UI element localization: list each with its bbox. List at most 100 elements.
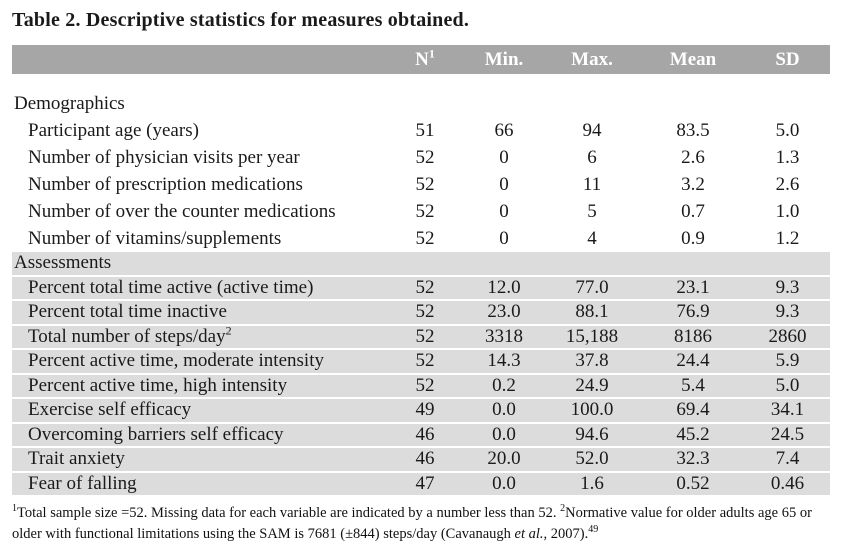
table-header-row: N1 Min. Max. Mean SD <box>12 45 830 74</box>
table-body: Demographics Participant age (years) 51 66 9… <box>12 90 830 497</box>
table-row: Participant age (years) 51 66 94 83.5 5.0 <box>12 117 830 144</box>
value-cell-sd: 34.1 <box>770 399 805 421</box>
table-row: Overcoming barriers self efficacy 46 0.0 94… <box>12 423 830 448</box>
value-cell-min: 0.2 <box>492 374 516 396</box>
value-cell-max: 24.9 <box>575 374 609 396</box>
cell-text: Overcoming barriers self efficacy <box>28 423 284 445</box>
cell-text: Mean <box>669 48 717 70</box>
superscript: 1 <box>428 46 435 61</box>
value-cell-max: 37.8 <box>575 350 609 372</box>
value-cell-n: 46 <box>415 423 435 445</box>
value-cell-n: 52 <box>415 146 435 168</box>
table-row: Exercise self efficacy 49 0.0 100.0 69.4 34.1 <box>12 399 830 424</box>
value-cell-sd: 9.3 <box>775 301 800 323</box>
value-cell-n: 47 <box>415 472 435 494</box>
value-cell-mean: 23.1 <box>676 276 710 298</box>
section-header-row: Demographics <box>12 90 830 117</box>
footnote-marker: 1 <box>12 503 17 515</box>
value-cell-n: 52 <box>415 276 435 298</box>
cell-text: Assessments <box>14 252 112 274</box>
section-header-row: Assessments <box>12 252 830 277</box>
row-label: Participant age (years) <box>12 120 385 142</box>
value-cell-min: 14.3 <box>487 350 521 372</box>
value-cell-n: 52 <box>415 374 435 396</box>
value-cell-max: 52.0 <box>575 448 609 470</box>
cell-text: Number of physician visits per year <box>28 146 300 168</box>
row-label: Percent total time inactive <box>12 301 385 323</box>
row-label: Total number of steps/day2 <box>12 324 385 348</box>
value-cell-sd: 2860 <box>768 325 807 347</box>
value-cell-n: 52 <box>415 200 435 222</box>
value-cell-min: 0 <box>499 173 509 195</box>
value-cell-n: 51 <box>415 119 435 141</box>
value-cell-sd: 24.5 <box>770 423 805 445</box>
table-footnote: 1Total sample size =52. Missing data for… <box>12 503 830 545</box>
column-header-n: N1 <box>385 46 465 71</box>
cell-text: Number of prescription medications <box>28 173 303 195</box>
row-label: Percent active time, moderate intensity <box>12 350 385 372</box>
value-cell-mean: 69.4 <box>676 399 710 421</box>
value-cell-max: 15,188 <box>565 325 619 347</box>
value-cell-mean: 32.3 <box>676 448 710 470</box>
row-label: Overcoming barriers self efficacy <box>12 424 385 446</box>
value-cell-min: 0 <box>499 227 509 249</box>
value-cell-sd: 1.3 <box>775 146 800 168</box>
value-cell-n: 52 <box>415 325 435 347</box>
table-row: Percent active time, high intensity 52 0.2… <box>12 374 830 399</box>
table-row: Trait anxiety 46 20.0 52.0 32.3 7.4 <box>12 448 830 473</box>
footnote-marker: 2 <box>560 503 566 515</box>
value-cell-mean: 0.9 <box>681 227 705 249</box>
footnote-marker: 49 <box>588 524 599 536</box>
value-cell-n: 52 <box>415 173 435 195</box>
value-cell-min: 66 <box>494 119 514 141</box>
cell-text: Participant age (years) <box>28 119 199 141</box>
value-cell-n: 52 <box>415 350 435 372</box>
value-cell-mean: 2.6 <box>681 146 705 168</box>
row-label: Trait anxiety <box>12 448 385 470</box>
cell-text: SD <box>775 48 800 70</box>
cell-text: Total number of steps/day <box>28 325 226 347</box>
row-label: Fear of falling <box>12 473 385 495</box>
value-cell-mean: 24.4 <box>676 350 710 372</box>
value-cell-sd: 5.0 <box>775 374 800 396</box>
row-label: Number of vitamins/supplements <box>12 228 385 250</box>
section-label: Assessments <box>12 252 385 274</box>
table-row: Percent total time inactive 52 23.0 88.1 76.… <box>12 301 830 326</box>
row-label: Number of prescription medications <box>12 174 385 196</box>
cell-text: N <box>415 48 429 70</box>
table-row: Number of physician visits per year 52 0 6 2… <box>12 144 830 171</box>
value-cell-max: 6 <box>587 146 597 168</box>
value-cell-max: 77.0 <box>575 276 609 298</box>
table-row: Total number of steps/day2 52 3318 15,188 81… <box>12 324 830 350</box>
value-cell-max: 11 <box>582 173 602 195</box>
cell-text: Trait anxiety <box>28 448 125 470</box>
value-cell-max: 1.6 <box>580 472 604 494</box>
value-cell-min: 20.0 <box>487 448 521 470</box>
column-header-min: Min. <box>465 49 543 71</box>
value-cell-mean: 0.7 <box>681 200 705 222</box>
table-title: Table 2. Descriptive statistics for meas… <box>12 9 470 31</box>
footnote-text: , 2007). <box>543 526 589 542</box>
cell-text: Number of over the counter medications <box>28 200 336 222</box>
value-cell-mean: 45.2 <box>676 423 710 445</box>
row-label: Number of over the counter medications <box>12 201 385 223</box>
value-cell-n: 49 <box>415 399 435 421</box>
column-header-sd: SD <box>745 49 830 71</box>
value-cell-min: 0.0 <box>492 423 516 445</box>
cell-text: Number of vitamins/supplements <box>28 227 282 249</box>
value-cell-mean: 5.4 <box>681 374 705 396</box>
value-cell-mean: 3.2 <box>681 173 705 195</box>
cell-text: Demographics <box>14 92 125 114</box>
value-cell-max: 94 <box>582 119 602 141</box>
value-cell-sd: 0.46 <box>770 472 805 494</box>
value-cell-max: 4 <box>587 227 597 249</box>
value-cell-min: 0.0 <box>492 399 516 421</box>
section-assessments: Assessments Percent total time active (ac… <box>12 252 830 497</box>
value-cell-min: 3318 <box>485 325 523 347</box>
cell-text: Min. <box>484 48 524 70</box>
table-row: Number of over the counter medications 52… <box>12 198 830 225</box>
value-cell-n: 52 <box>415 301 435 323</box>
cell-text: Percent total time inactive <box>28 301 227 323</box>
value-cell-min: 0 <box>499 146 509 168</box>
cell-text: Percent total time active (active time) <box>28 276 314 298</box>
